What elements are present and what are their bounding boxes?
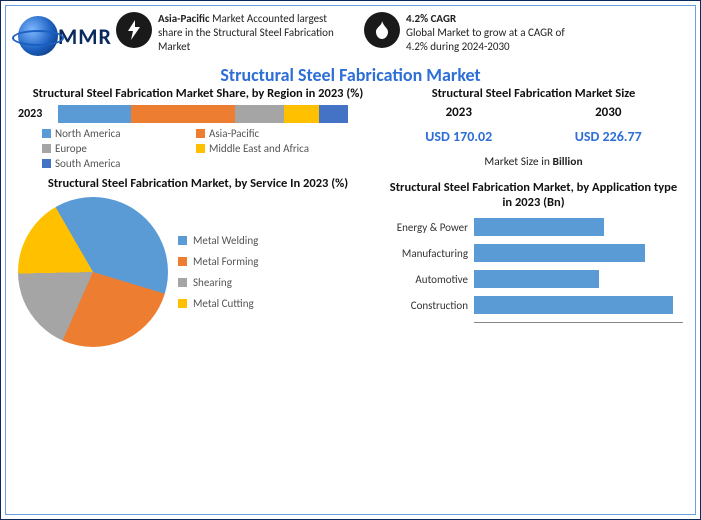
pie-legend-item: Metal Welding [178, 234, 258, 247]
hbar-bar [474, 244, 645, 262]
application-hbar-chart: Structural Steel Fabrication Market, by … [384, 180, 683, 347]
pie-legend: Metal Welding Metal Forming Shearing Metal … [178, 226, 258, 318]
orbit-icon [12, 30, 64, 46]
pie [18, 197, 168, 347]
hbar-title: Structural Steel Fabrication Market, by … [384, 180, 683, 210]
legend-label: Middle East and Africa [209, 142, 309, 155]
stack-seg [131, 105, 235, 123]
logo-text: MMR [58, 23, 112, 50]
blurb-cagr: 4.2% CAGRGlobal Market to grow at a CAGR… [364, 12, 586, 53]
legend-item: Europe [42, 142, 182, 155]
size-note-bold: Billion [553, 155, 583, 169]
region-chart: Structural Steel Fabrication Market Shar… [18, 86, 378, 170]
legend-label: Metal Forming [193, 255, 258, 268]
blurb-asia: Asia-Pacific Market Accounted largest sh… [116, 12, 338, 53]
swatch-icon [178, 278, 187, 287]
swatch-icon [178, 236, 187, 245]
hbar-track [474, 270, 683, 288]
swatch-icon [42, 159, 51, 168]
hbar-label: Manufacturing [384, 247, 474, 260]
logo: MMR [18, 12, 108, 60]
stack-seg [235, 105, 284, 123]
pie-title: Structural Steel Fabrication Market, by … [18, 176, 378, 191]
swatch-icon [42, 129, 51, 138]
legend-label: Shearing [193, 276, 232, 289]
size-val-1: USD 226.77 [575, 128, 642, 145]
legend-label: Metal Welding [193, 234, 258, 247]
size-year-1: 2030 [595, 105, 621, 120]
hbar-track [474, 244, 683, 262]
legend-label: Europe [55, 142, 87, 155]
legend-item: North America [42, 127, 182, 140]
legend-label: Asia-Pacific [209, 127, 259, 140]
swatch-icon [196, 144, 205, 153]
legend-label: North America [55, 127, 121, 140]
stack-seg [319, 105, 348, 123]
hbar-label: Automotive [384, 273, 474, 286]
bolt-icon [116, 12, 152, 48]
hbar-bar [474, 270, 599, 288]
hbar-row: Energy & Power [384, 218, 683, 236]
size-year-0: 2023 [446, 105, 472, 120]
hbar-bar [474, 296, 673, 314]
swatch-icon [196, 129, 205, 138]
hbar-axis [474, 322, 683, 323]
legend-item: Middle East and Africa [196, 142, 336, 155]
size-title: Structural Steel Fabrication Market Size [384, 86, 683, 101]
hbar-row: Automotive [384, 270, 683, 288]
pie-legend-item: Metal Cutting [178, 297, 258, 310]
service-pie-chart: Structural Steel Fabrication Market, by … [18, 176, 378, 347]
swatch-icon [42, 144, 51, 153]
blurb2-rest: Global Market to grow at a CAGR of 4.2% … [406, 26, 586, 54]
legend-item: Asia-Pacific [196, 127, 336, 140]
legend-label: Metal Cutting [193, 297, 254, 310]
swatch-icon [178, 299, 187, 308]
pie-legend-item: Metal Forming [178, 255, 258, 268]
swatch-icon [178, 257, 187, 266]
region-legend: North America Asia-Pacific Europe Middle Ea… [42, 127, 378, 170]
size-note-pre: Market Size in [484, 155, 552, 169]
main-title: Structural Steel Fabrication Market [6, 64, 695, 86]
hbar-track [474, 296, 683, 314]
hbar-label: Energy & Power [384, 221, 474, 234]
pie-legend-item: Shearing [178, 276, 258, 289]
region-row-label: 2023 [18, 107, 52, 121]
hbar-row: Construction [384, 296, 683, 314]
stack-seg [284, 105, 319, 123]
legend-item: South America [42, 157, 182, 170]
header: MMR Asia-Pacific Market Accounted larges… [6, 6, 695, 60]
hbar-track [474, 218, 683, 236]
blurb1-lead: Asia-Pacific [158, 12, 210, 25]
stack-seg [58, 105, 131, 123]
hbar-bar [474, 218, 604, 236]
size-val-0: USD 170.02 [425, 128, 492, 145]
size-note: Market Size in Billion [384, 155, 683, 169]
flame-icon [364, 12, 400, 48]
hbar-label: Construction [384, 299, 474, 312]
blurb2-lead: 4.2% CAGR [406, 12, 586, 26]
hbar-row: Manufacturing [384, 244, 683, 262]
stacked-bar [58, 105, 348, 123]
legend-label: South America [55, 157, 120, 170]
region-title: Structural Steel Fabrication Market Shar… [18, 86, 378, 101]
market-size: Structural Steel Fabrication Market Size… [384, 86, 683, 170]
